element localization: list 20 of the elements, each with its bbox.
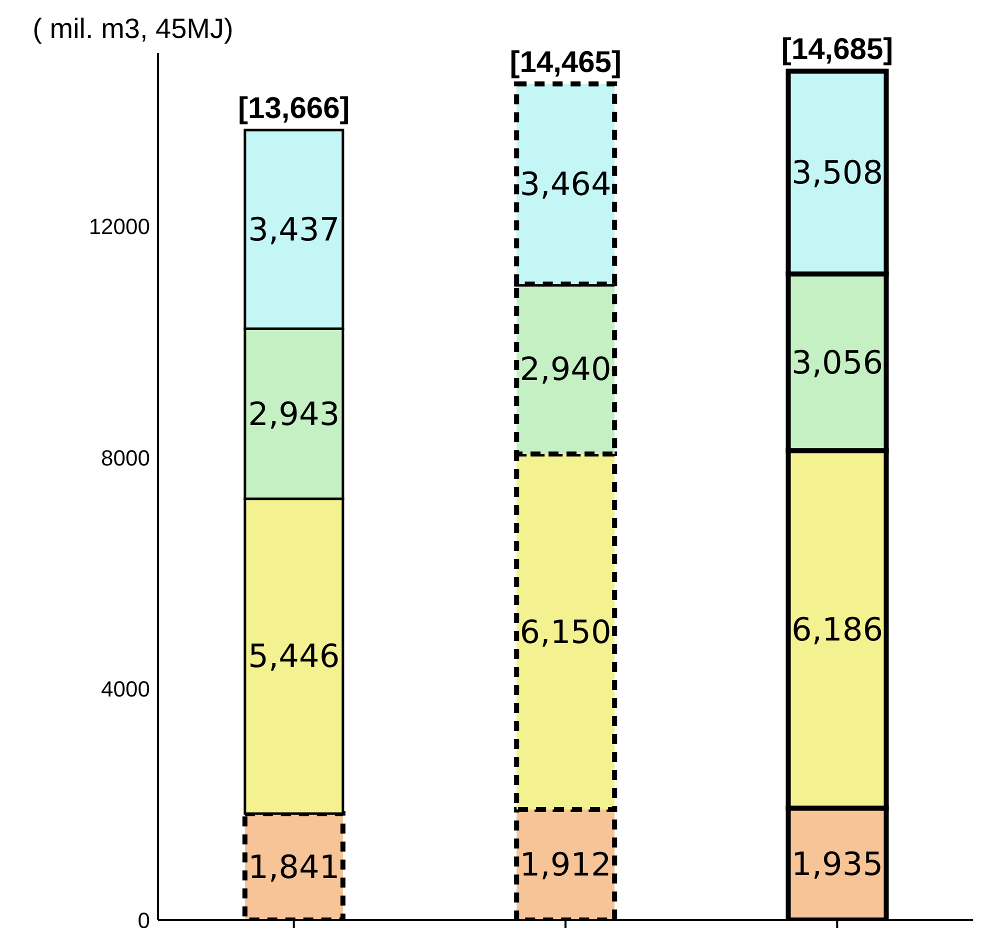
- y-axis-title: ( mil. m3, 45MJ): [32, 13, 234, 44]
- data-label: 1,935: [791, 845, 884, 884]
- data-label: 2,943: [248, 394, 340, 433]
- y-tick-label: 8000: [101, 445, 150, 470]
- data-label: 3,056: [791, 343, 884, 382]
- y-tick-label: 12000: [88, 214, 150, 240]
- total-label: [14,465]: [510, 46, 622, 79]
- y-tick-label: 0: [138, 908, 150, 933]
- total-label: [14,685]: [781, 33, 894, 66]
- data-label: 6,186: [791, 610, 884, 648]
- data-label: 6,150: [520, 612, 612, 651]
- y-tick-label: 4000: [101, 676, 150, 702]
- data-label: 1,841: [248, 848, 340, 886]
- data-label: 1,912: [520, 846, 612, 884]
- data-label: 2,940: [520, 350, 612, 388]
- total-label: [13,666]: [238, 92, 350, 126]
- data-label: 3,508: [791, 154, 884, 192]
- data-label: 3,464: [520, 164, 612, 203]
- data-label: 5,446: [248, 637, 340, 676]
- data-label: 3,437: [248, 210, 340, 248]
